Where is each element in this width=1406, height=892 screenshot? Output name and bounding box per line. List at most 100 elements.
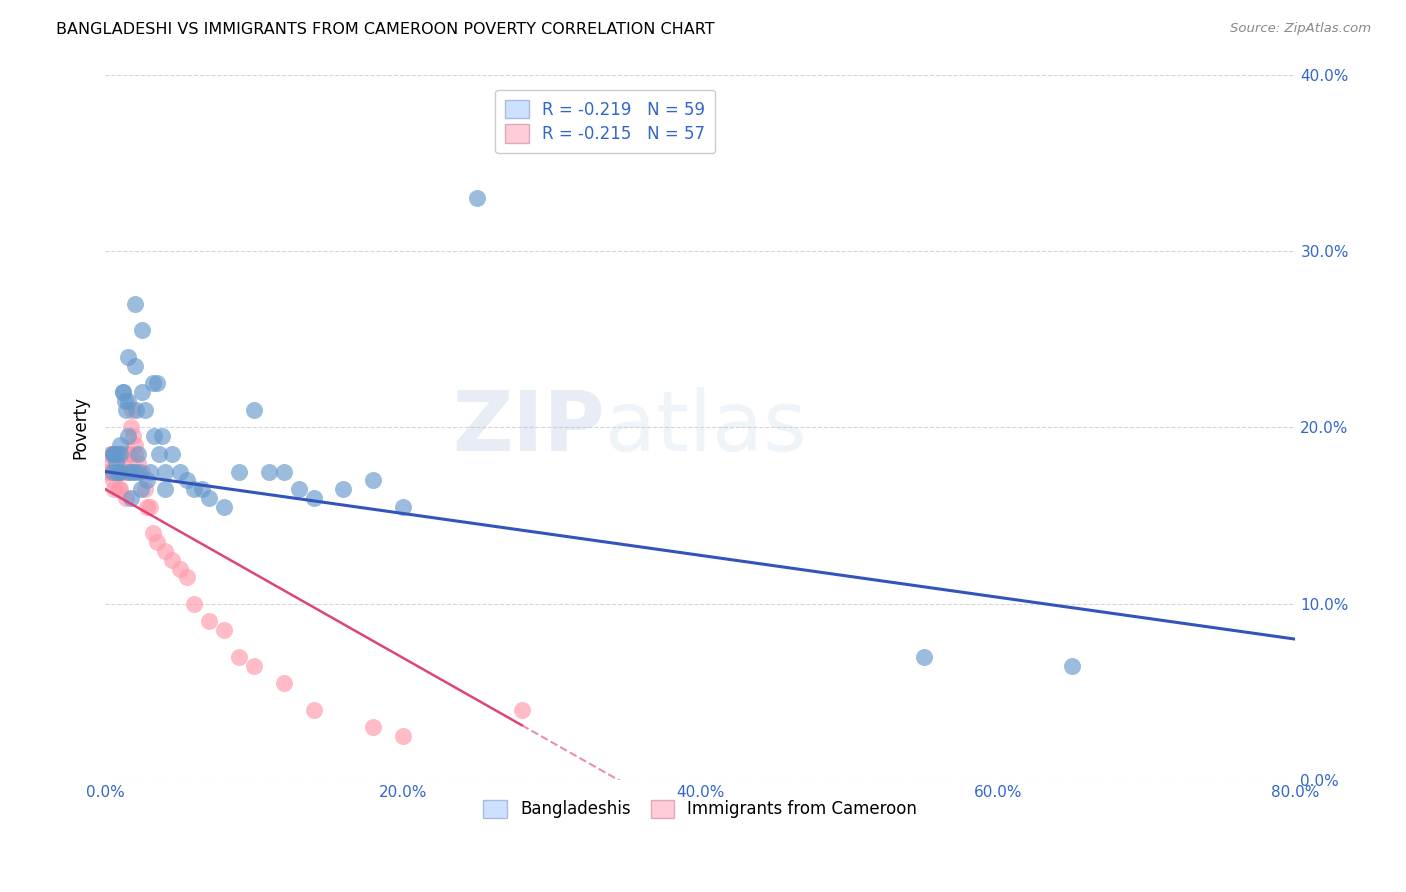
Point bbox=[114, 465, 136, 479]
Point bbox=[101, 465, 124, 479]
Point bbox=[153, 544, 176, 558]
Point bbox=[198, 615, 221, 629]
Point bbox=[125, 402, 148, 417]
Point bbox=[101, 447, 124, 461]
Point bbox=[361, 720, 384, 734]
Point bbox=[117, 465, 139, 479]
Point bbox=[302, 703, 325, 717]
Point bbox=[124, 447, 146, 461]
Point bbox=[100, 465, 122, 479]
Point bbox=[118, 465, 141, 479]
Point bbox=[107, 465, 129, 479]
Point bbox=[169, 561, 191, 575]
Point bbox=[124, 438, 146, 452]
Point bbox=[228, 649, 250, 664]
Point bbox=[104, 465, 127, 479]
Point bbox=[131, 385, 153, 400]
Point bbox=[104, 465, 127, 479]
Point bbox=[108, 438, 131, 452]
Point bbox=[105, 447, 128, 461]
Point bbox=[143, 429, 166, 443]
Point bbox=[131, 323, 153, 337]
Point bbox=[510, 703, 533, 717]
Point bbox=[183, 597, 205, 611]
Point bbox=[105, 465, 128, 479]
Point bbox=[120, 420, 142, 434]
Point bbox=[127, 456, 149, 470]
Point bbox=[112, 456, 135, 470]
Point bbox=[142, 376, 165, 391]
Text: atlas: atlas bbox=[605, 387, 807, 468]
Point bbox=[150, 429, 173, 443]
Point bbox=[243, 658, 266, 673]
Point bbox=[176, 474, 198, 488]
Point bbox=[183, 482, 205, 496]
Point bbox=[124, 465, 146, 479]
Point bbox=[1062, 658, 1084, 673]
Point bbox=[103, 482, 125, 496]
Point bbox=[198, 491, 221, 505]
Point bbox=[131, 465, 153, 479]
Point bbox=[139, 500, 162, 514]
Point bbox=[332, 482, 354, 496]
Point bbox=[160, 553, 183, 567]
Point bbox=[153, 465, 176, 479]
Point bbox=[122, 429, 145, 443]
Point bbox=[257, 465, 280, 479]
Legend: Bangladeshis, Immigrants from Cameroon: Bangladeshis, Immigrants from Cameroon bbox=[477, 793, 924, 825]
Point bbox=[117, 350, 139, 364]
Point bbox=[105, 456, 128, 470]
Point bbox=[112, 385, 135, 400]
Text: ZIP: ZIP bbox=[453, 387, 605, 468]
Point bbox=[287, 482, 309, 496]
Point bbox=[361, 474, 384, 488]
Point bbox=[101, 474, 124, 488]
Point bbox=[117, 447, 139, 461]
Point bbox=[465, 191, 488, 205]
Point bbox=[139, 465, 162, 479]
Point bbox=[121, 402, 143, 417]
Point bbox=[108, 482, 131, 496]
Point bbox=[117, 393, 139, 408]
Point bbox=[273, 676, 295, 690]
Point bbox=[243, 402, 266, 417]
Point bbox=[103, 465, 125, 479]
Point bbox=[112, 385, 135, 400]
Point bbox=[146, 535, 169, 549]
Point bbox=[108, 447, 131, 461]
Point bbox=[108, 465, 131, 479]
Point bbox=[135, 474, 157, 488]
Point bbox=[273, 465, 295, 479]
Point bbox=[98, 465, 121, 479]
Y-axis label: Poverty: Poverty bbox=[72, 396, 89, 458]
Point bbox=[121, 465, 143, 479]
Point bbox=[105, 447, 128, 461]
Point bbox=[134, 402, 156, 417]
Point bbox=[212, 624, 235, 638]
Point bbox=[391, 729, 413, 743]
Point bbox=[103, 447, 125, 461]
Point bbox=[124, 359, 146, 373]
Point bbox=[124, 297, 146, 311]
Point bbox=[142, 526, 165, 541]
Point bbox=[104, 456, 127, 470]
Point bbox=[103, 447, 125, 461]
Point bbox=[110, 465, 132, 479]
Point bbox=[118, 447, 141, 461]
Point bbox=[104, 447, 127, 461]
Point bbox=[105, 465, 128, 479]
Point bbox=[97, 465, 120, 479]
Point bbox=[107, 465, 129, 479]
Point bbox=[114, 393, 136, 408]
Point bbox=[101, 465, 124, 479]
Point bbox=[115, 491, 138, 505]
Point bbox=[117, 429, 139, 443]
Point bbox=[108, 447, 131, 461]
Point bbox=[127, 447, 149, 461]
Point bbox=[391, 500, 413, 514]
Point bbox=[302, 491, 325, 505]
Point bbox=[176, 570, 198, 584]
Point bbox=[107, 482, 129, 496]
Point bbox=[129, 482, 152, 496]
Point bbox=[108, 465, 131, 479]
